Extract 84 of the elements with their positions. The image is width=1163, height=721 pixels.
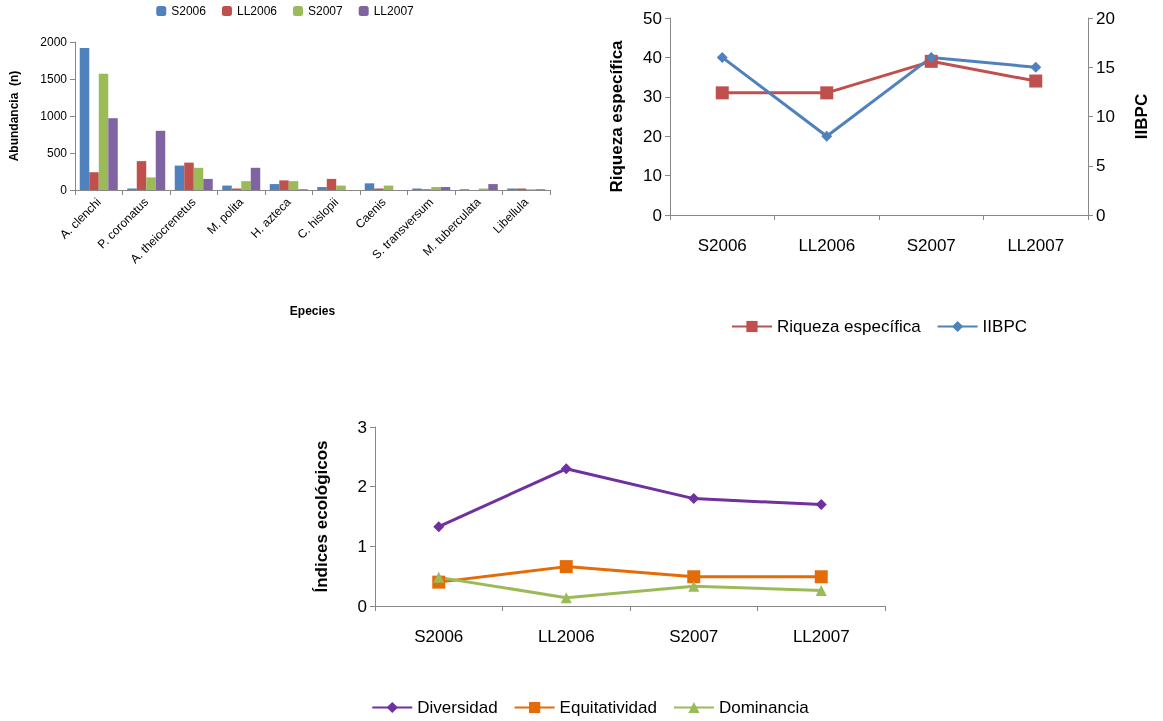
bar — [222, 185, 232, 190]
legend-label: Diversidad — [417, 698, 498, 717]
x-tick-label: LL2006 — [798, 236, 856, 255]
y-tick-label: 40 — [643, 47, 662, 67]
legend-label: LL2006 — [236, 4, 278, 18]
bar — [250, 167, 261, 190]
bar — [184, 162, 194, 190]
y2-tick-label: 5 — [1096, 156, 1106, 176]
bar — [155, 130, 166, 190]
point — [715, 86, 729, 100]
point — [1030, 61, 1042, 73]
x-tick-label: LL2007 — [792, 627, 850, 646]
bar — [440, 187, 451, 190]
bar — [288, 181, 299, 190]
x-tick-label: S2007 — [669, 627, 719, 646]
point — [433, 571, 445, 583]
y-tick-label: 500 — [46, 146, 68, 160]
bar — [98, 73, 109, 190]
x-tick-label: S2006 — [697, 236, 747, 255]
point — [688, 580, 700, 592]
bar — [79, 47, 90, 190]
legend-label: Dominancia — [718, 698, 810, 717]
y2-tick-label: 0 — [1096, 205, 1106, 225]
x-tick-label: S2006 — [414, 627, 464, 646]
y2-axis-title: IIBPC — [1132, 93, 1151, 140]
y2-tick-label: 10 — [1096, 107, 1115, 126]
y-tick-label: 0 — [60, 183, 68, 197]
y2-tick-label: 15 — [1096, 57, 1115, 77]
y-axis-title: Abundancia (n) — [7, 70, 21, 162]
legend-label: LL2007 — [373, 4, 415, 18]
bar — [488, 184, 498, 190]
bar — [279, 180, 289, 190]
point — [821, 130, 833, 142]
point — [814, 570, 828, 584]
y-tick-label: 1000 — [40, 109, 68, 123]
y-tick-label: 2000 — [40, 35, 68, 49]
point — [559, 560, 573, 574]
bar — [203, 178, 213, 190]
y-tick-label: 1500 — [40, 72, 68, 86]
y2-tick-label: 20 — [1096, 8, 1115, 28]
y-tick-label: 50 — [643, 8, 662, 28]
y-tick-label: 3 — [357, 417, 367, 437]
y-tick-label: 2 — [357, 477, 367, 497]
point — [687, 570, 701, 584]
point — [688, 493, 700, 505]
bar — [193, 167, 204, 190]
y-tick-label: 0 — [652, 205, 662, 225]
point — [820, 86, 834, 100]
y-tick-label: 30 — [643, 87, 662, 107]
bar — [174, 165, 185, 190]
legend-label: Equitatividad — [559, 698, 657, 717]
point — [815, 499, 827, 511]
y-tick-label: 0 — [357, 596, 367, 616]
bar — [146, 177, 156, 190]
point — [925, 51, 937, 63]
point — [433, 521, 445, 533]
bar — [241, 181, 251, 190]
y-tick-label: 1 — [357, 536, 367, 556]
y-axis-title: Índices ecológicos — [312, 440, 331, 593]
x-tick-label: S2007 — [906, 236, 956, 255]
bar — [269, 184, 280, 190]
bar — [431, 187, 441, 190]
point — [716, 51, 728, 63]
bar — [108, 118, 118, 190]
bar — [317, 187, 327, 190]
point — [560, 463, 572, 475]
legend-label: S2006 — [171, 4, 207, 18]
point — [1029, 74, 1043, 88]
y-tick-label: 10 — [643, 166, 662, 186]
bar — [326, 178, 337, 190]
x-axis-title: Epecies — [289, 304, 336, 318]
y-tick-label: 20 — [643, 126, 662, 146]
bar — [336, 185, 346, 190]
legend-label: Riqueza específica — [776, 317, 922, 336]
point — [815, 584, 827, 596]
x-tick-label: LL2007 — [1007, 236, 1065, 255]
bar — [89, 172, 99, 190]
point — [560, 592, 572, 604]
x-tick-label: LL2006 — [537, 627, 595, 646]
legend-label: IIBPC — [982, 317, 1028, 336]
bar — [136, 161, 147, 190]
y-axis-title: Riqueza específica — [607, 39, 626, 193]
legend-label: S2007 — [308, 4, 344, 18]
bar — [364, 183, 375, 190]
